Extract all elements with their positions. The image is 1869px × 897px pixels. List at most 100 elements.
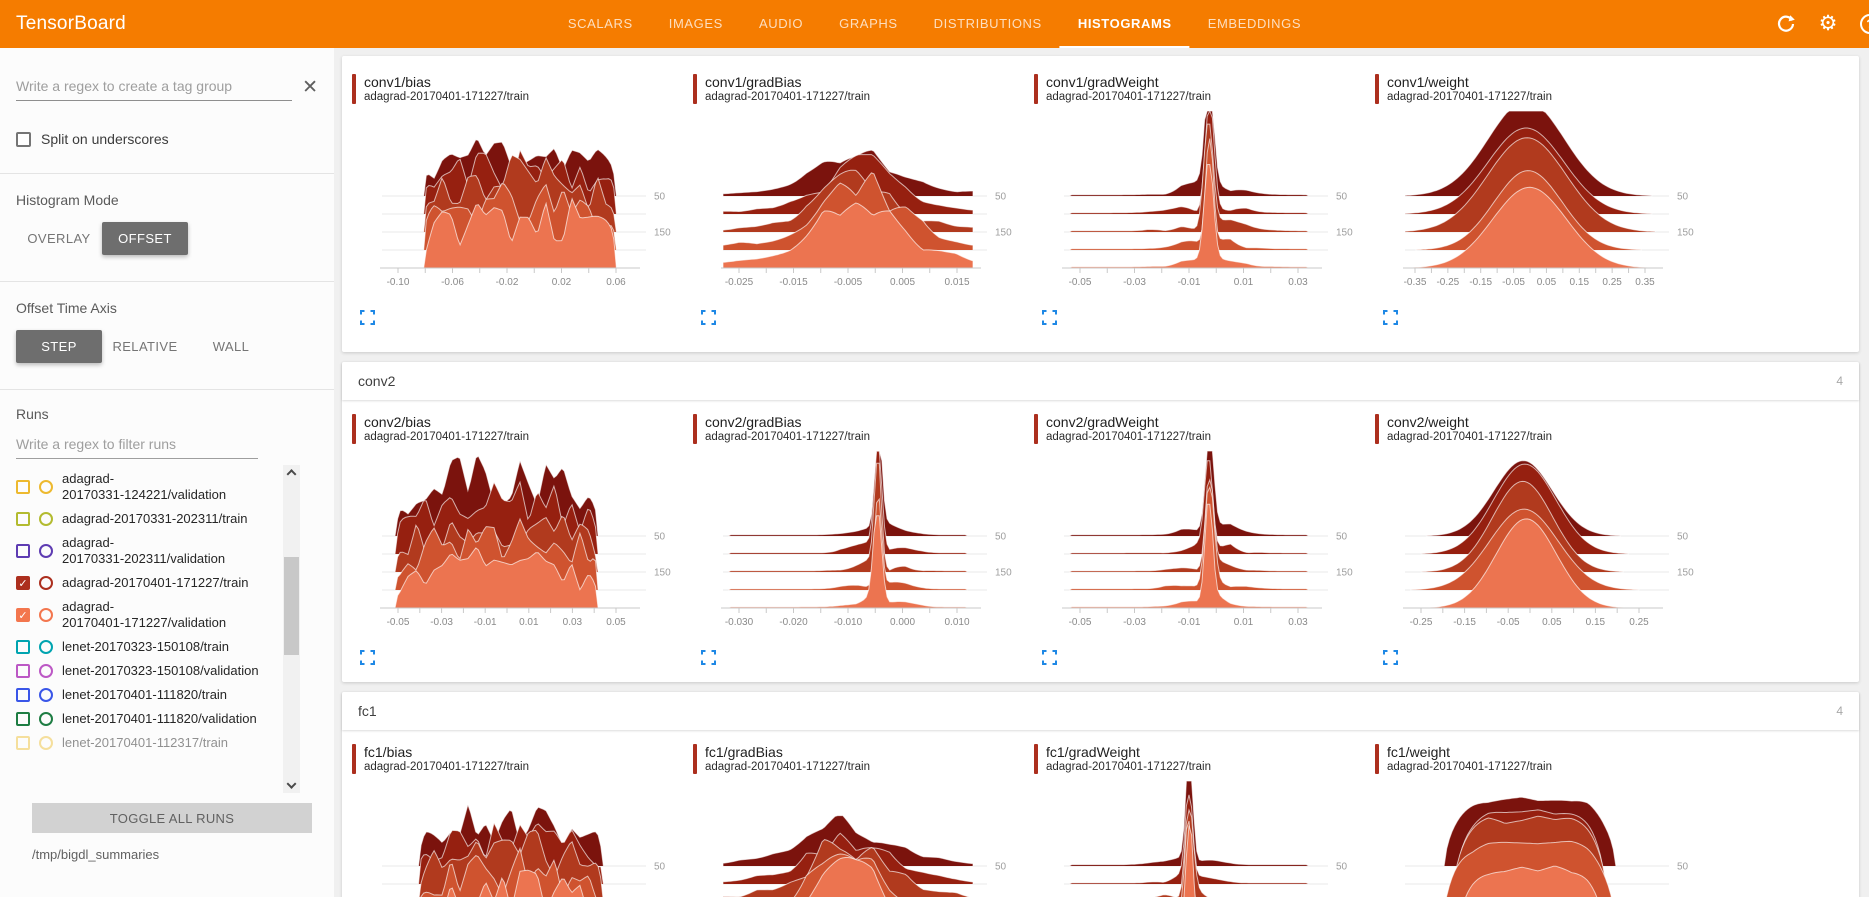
run-item[interactable]: adagrad-20170331-202311/train bbox=[16, 507, 276, 531]
run-color-circle[interactable] bbox=[39, 640, 53, 654]
svg-text:0.15: 0.15 bbox=[1586, 617, 1606, 628]
tab-images[interactable]: IMAGES bbox=[668, 15, 723, 31]
run-checkbox[interactable] bbox=[16, 640, 30, 654]
tab-histograms[interactable]: HISTOGRAMS bbox=[1059, 0, 1190, 48]
svg-text:-0.15: -0.15 bbox=[1469, 277, 1492, 288]
svg-text:-0.02: -0.02 bbox=[496, 277, 519, 288]
offset-button[interactable]: OFFSET bbox=[102, 222, 188, 255]
run-checkbox[interactable] bbox=[16, 688, 30, 702]
card-run-subtitle: adagrad-20170401-171227/train bbox=[1046, 761, 1211, 773]
run-checkbox[interactable]: ✓ bbox=[16, 608, 30, 622]
wall-button[interactable]: WALL bbox=[212, 339, 250, 354]
runs-filter-input[interactable] bbox=[16, 432, 258, 459]
ridgeline-chart[interactable]: 50 150 -0.05 -0.03 -0.01 0.01 0.03 0.05 bbox=[352, 448, 687, 644]
run-color-circle[interactable] bbox=[39, 576, 53, 590]
refresh-icon[interactable] bbox=[1775, 13, 1797, 35]
run-item[interactable]: lenet-20170323-150108/validation bbox=[16, 659, 276, 683]
svg-text:-0.15: -0.15 bbox=[1453, 617, 1476, 628]
svg-text:0.06: 0.06 bbox=[606, 277, 626, 288]
overlay-button[interactable]: OVERLAY bbox=[27, 231, 91, 246]
ridgeline-chart[interactable]: 50 150 -0.05 -0.03 -0.01 0.01 0.03 bbox=[1034, 108, 1369, 304]
tab-embeddings[interactable]: EMBEDDINGS bbox=[1207, 15, 1302, 31]
tab-audio[interactable]: AUDIO bbox=[758, 15, 804, 31]
scroll-down-button[interactable] bbox=[283, 774, 300, 791]
close-icon[interactable]: ✕ bbox=[302, 77, 318, 98]
run-color-bar bbox=[693, 74, 697, 104]
expand-card-button[interactable] bbox=[1042, 310, 1058, 326]
run-color-circle[interactable] bbox=[39, 712, 53, 726]
category-name: fc1 bbox=[358, 703, 377, 719]
run-color-circle[interactable] bbox=[39, 608, 53, 622]
tag-filter-input[interactable] bbox=[16, 74, 293, 101]
card-title-row: fc1/weight adagrad-20170401-171227/train bbox=[1375, 744, 1710, 774]
run-checkbox[interactable] bbox=[16, 512, 30, 526]
ridgeline-chart[interactable]: 50 150 -0.025 -0.015 -0.005 0.005 0.015 bbox=[693, 108, 1028, 304]
run-color-circle[interactable] bbox=[39, 688, 53, 702]
run-color-circle[interactable] bbox=[39, 664, 53, 678]
run-item[interactable]: lenet-20170401-111820/train bbox=[16, 683, 276, 707]
run-item[interactable]: lenet-20170401-112317/train bbox=[16, 731, 276, 755]
expand-card-button[interactable] bbox=[701, 310, 717, 326]
svg-text:150: 150 bbox=[1336, 228, 1353, 239]
run-item[interactable]: adagrad- 20170331-124221/validation bbox=[16, 467, 276, 507]
help-icon[interactable]: ? bbox=[1859, 13, 1869, 35]
ridgeline-chart[interactable]: 50 150 -0.030 -0.020 -0.010 0.000 0.010 bbox=[693, 448, 1028, 644]
settings-icon[interactable]: ⚙ bbox=[1818, 12, 1838, 35]
run-checkbox[interactable] bbox=[16, 544, 30, 558]
expand-card-button[interactable] bbox=[360, 650, 376, 666]
card-title-row: conv1/weight adagrad-20170401-171227/trai… bbox=[1375, 74, 1710, 104]
expand-card-button[interactable] bbox=[701, 650, 717, 666]
run-color-circle[interactable] bbox=[39, 480, 53, 494]
toggle-all-runs-button[interactable]: TOGGLE ALL RUNS bbox=[32, 803, 312, 833]
category-header-conv2[interactable]: conv2 4 bbox=[342, 362, 1859, 400]
run-item[interactable]: lenet-20170401-111820/validation bbox=[16, 707, 276, 731]
run-color-circle[interactable] bbox=[39, 544, 53, 558]
tab-distributions[interactable]: DISTRIBUTIONS bbox=[933, 15, 1042, 31]
scrollbar-thumb[interactable] bbox=[284, 556, 299, 656]
scroll-up-button[interactable] bbox=[283, 467, 300, 484]
run-item[interactable]: lenet-20170323-150108/train bbox=[16, 635, 276, 659]
ridgeline-chart[interactable]: 50 150 -0.35 -0.25 -0.15 -0.05 0.05 0.15 0.25 0.3… bbox=[1375, 108, 1710, 304]
run-item[interactable]: ✓ adagrad- 20170401-171227/validation bbox=[16, 595, 276, 635]
runs-scrollbar[interactable] bbox=[283, 465, 300, 793]
svg-text:-0.25: -0.25 bbox=[1436, 277, 1459, 288]
run-checkbox[interactable] bbox=[16, 664, 30, 678]
run-checkbox[interactable] bbox=[16, 480, 30, 494]
step-button[interactable]: STEP bbox=[16, 330, 102, 363]
run-checkbox[interactable]: ✓ bbox=[16, 576, 30, 590]
run-item[interactable]: adagrad- 20170331-202311/validation bbox=[16, 531, 276, 571]
expand-card-button[interactable] bbox=[1042, 650, 1058, 666]
ridgeline-chart[interactable]: 50 150 -0.05 -0.03 -0.01 0.01 0.03 bbox=[1034, 448, 1369, 644]
card-title-row: fc1/gradWeight adagrad-20170401-171227/tr… bbox=[1034, 744, 1369, 774]
expand-card-button[interactable] bbox=[1383, 650, 1399, 666]
run-item[interactable]: ✓ adagrad-20170401-171227/train bbox=[16, 571, 276, 595]
ridgeline-chart[interactable]: 50 150 -0.25 -0.15 -0.05 0.05 0.15 0.25 bbox=[1375, 448, 1710, 644]
split-underscores-row[interactable]: Split on underscores bbox=[16, 131, 318, 147]
chevron-up-icon bbox=[286, 469, 297, 480]
card-title: conv2/gradWeight bbox=[1046, 414, 1159, 430]
run-checkbox[interactable] bbox=[16, 712, 30, 726]
ridgeline-chart[interactable]: 50 150 -0.10 -0.06 -0.02 0.02 0.06 bbox=[352, 108, 687, 304]
offset-time-axis-buttons: STEP RELATIVE WALL bbox=[16, 330, 318, 363]
expand-icon bbox=[360, 650, 375, 665]
chart-area: 50 150 -0.025 -0.015 -0.005 0.005 0.015 bbox=[693, 108, 1028, 304]
histogram-card: conv2/gradBias adagrad-20170401-171227/tr… bbox=[693, 414, 1028, 666]
relative-button[interactable]: RELATIVE bbox=[112, 339, 178, 354]
expand-card-button[interactable] bbox=[360, 310, 376, 326]
expand-card-button[interactable] bbox=[1383, 310, 1399, 326]
run-color-circle[interactable] bbox=[39, 736, 53, 750]
card-run-subtitle: adagrad-20170401-171227/train bbox=[1387, 431, 1552, 443]
tab-graphs[interactable]: GRAPHS bbox=[839, 15, 898, 31]
run-checkbox[interactable] bbox=[16, 736, 30, 750]
split-underscores-checkbox[interactable] bbox=[16, 131, 31, 147]
category-header-fc1[interactable]: fc1 4 bbox=[342, 692, 1859, 730]
card-title: conv1/gradBias bbox=[705, 74, 802, 90]
tab-scalars[interactable]: SCALARS bbox=[567, 15, 633, 31]
run-color-circle[interactable] bbox=[39, 512, 53, 526]
